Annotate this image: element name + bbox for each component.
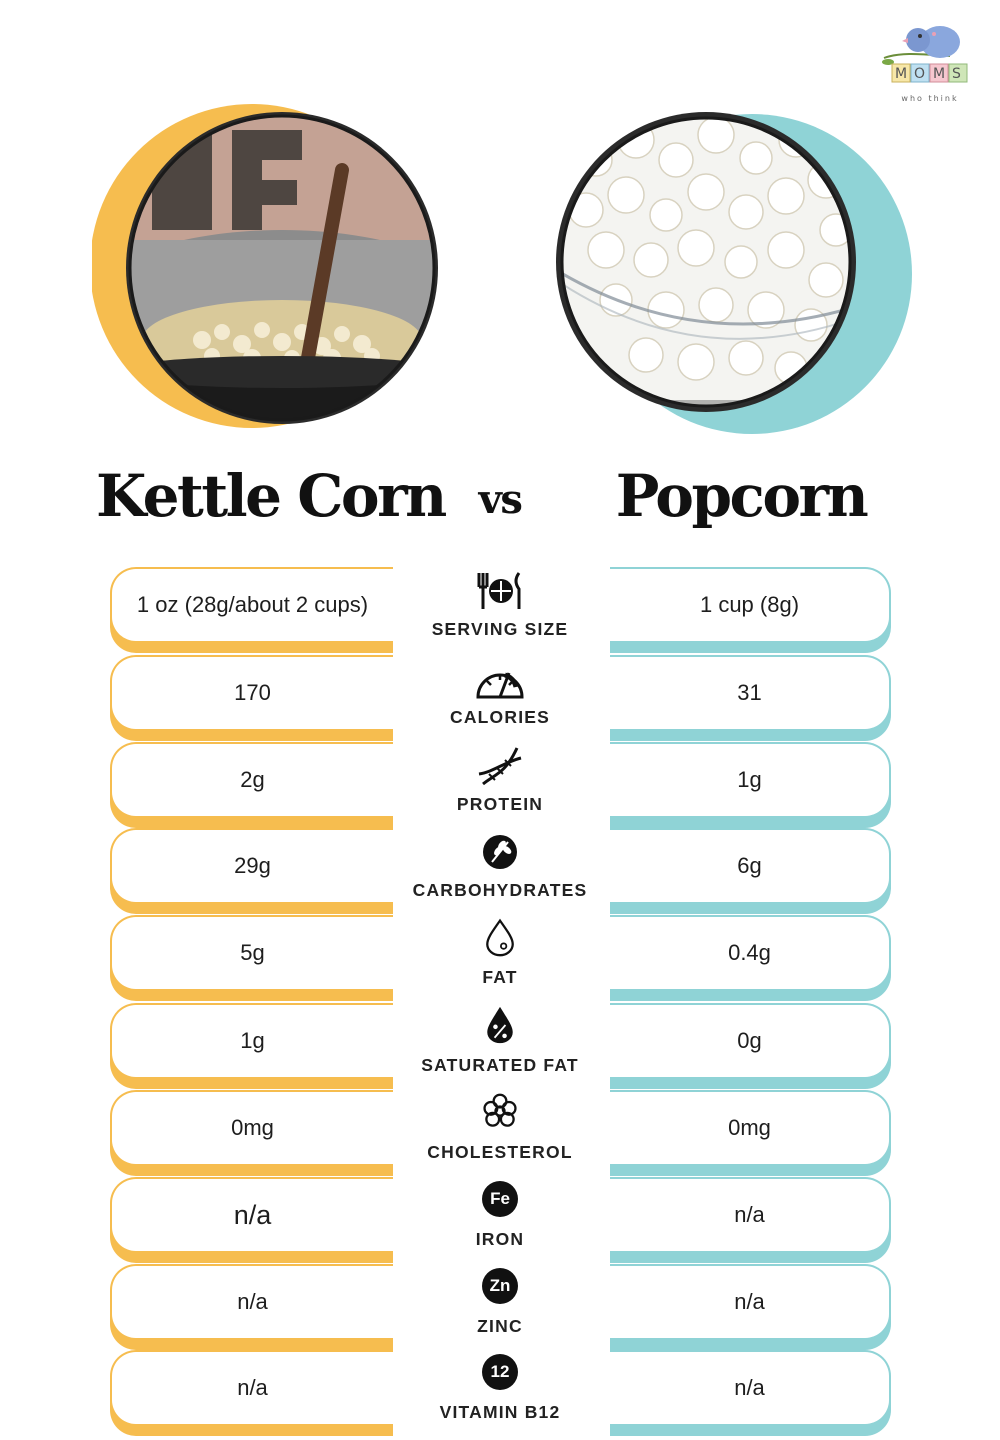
nutrient-label-group: Fe IRON xyxy=(400,1177,600,1259)
molecule-icon xyxy=(483,1093,517,1127)
nutrient-label-group: 12 VITAMIN B12 xyxy=(400,1350,600,1432)
moms-who-think-logo: M O M S who think xyxy=(880,14,980,106)
gauge-icon xyxy=(476,672,524,699)
wheat-icon xyxy=(483,835,517,869)
kettle-calories: 170 xyxy=(234,680,271,705)
nutrient-label: FAT xyxy=(482,967,518,987)
nutrient-row-saturated-fat: 1g SATURATED FAT 0g xyxy=(0,1003,1000,1085)
kettle-value-cell: 1 oz (28g/about 2 cups) xyxy=(110,567,393,643)
kettle-value-cell: n/a xyxy=(110,1264,393,1340)
nutrient-label-group: PROTEIN xyxy=(400,742,600,824)
popcorn-zinc: n/a xyxy=(734,1289,765,1314)
kettle-value-cell: 29g xyxy=(110,828,393,904)
percent-drop-icon xyxy=(487,1006,513,1044)
popcorn-iron: n/a xyxy=(734,1202,765,1227)
iron-badge-icon: Fe xyxy=(482,1181,518,1217)
nutrient-label-group: CARBOHYDRATES xyxy=(400,828,600,910)
nutrient-label-group: CHOLESTEROL xyxy=(400,1090,600,1172)
kettle-cholesterol: 0mg xyxy=(231,1115,274,1140)
kettle-serving-size: 1 oz (28g/about 2 cups) xyxy=(136,592,369,617)
popcorn-photo xyxy=(556,112,912,434)
kettle-zinc: n/a xyxy=(237,1289,268,1314)
kettle-vitamin-b12: n/a xyxy=(237,1375,268,1400)
logo-block-text: S xyxy=(952,66,961,82)
zinc-badge-icon: Zn xyxy=(482,1268,518,1304)
nutrient-label: SERVING SIZE xyxy=(431,619,569,639)
popcorn-title: Popcorn xyxy=(615,462,869,530)
drop-icon xyxy=(486,918,514,957)
popcorn-value-cell: 0mg xyxy=(610,1090,891,1166)
kettle-value-cell: 1g xyxy=(110,1003,393,1079)
kettle-carbohydrates: 29g xyxy=(234,853,271,878)
kettle-value-cell: 2g xyxy=(110,742,393,818)
nutrient-row-protein: 2g PROTEIN 1g xyxy=(0,742,1000,824)
nutrient-row-zinc: n/a Zn ZINC n/a xyxy=(0,1264,1000,1346)
popcorn-value-cell: 0g xyxy=(610,1003,891,1079)
nutrient-row-serving-size: 1 oz (28g/about 2 cups) SERVING SIZE 1 c… xyxy=(0,567,1000,649)
nutrient-label: CALORIES xyxy=(449,707,551,727)
popcorn-value-cell: n/a xyxy=(610,1350,891,1426)
nutrient-label-group: Zn ZINC xyxy=(400,1264,600,1346)
logo-block-text: M xyxy=(933,66,945,82)
nutrient-row-carbohydrates: 29g CARBOHYDRATES 6g xyxy=(0,828,1000,910)
vs-label: vs xyxy=(478,476,523,523)
kettle-value-cell: n/a xyxy=(110,1350,393,1426)
dna-icon xyxy=(478,747,522,786)
nutrient-label-group: CALORIES xyxy=(400,655,600,737)
popcorn-vitamin-b12: n/a xyxy=(734,1375,765,1400)
nutrient-row-vitamin-b12: n/a 12 VITAMIN B12 n/a xyxy=(0,1350,1000,1432)
nutrient-label-group: SATURATED FAT xyxy=(400,1003,600,1085)
nutrient-row-iron: n/a Fe IRON n/a xyxy=(0,1177,1000,1259)
nutrient-label: VITAMIN B12 xyxy=(439,1402,561,1422)
popcorn-value-cell: 6g xyxy=(610,828,891,904)
utensils-plate-icon xyxy=(477,572,521,609)
nutrient-row-calories: 170 CALORIES 31 xyxy=(0,655,1000,737)
kettle-value-cell: 170 xyxy=(110,655,393,731)
popcorn-value-cell: 1 cup (8g) xyxy=(610,567,891,643)
nutrient-label: ZINC xyxy=(477,1316,523,1336)
kettle-corn-title: Kettle Corn xyxy=(96,462,447,530)
popcorn-fat: 0.4g xyxy=(728,940,771,965)
logo-tagline: who think xyxy=(901,94,959,103)
nutrient-label: CARBOHYDRATES xyxy=(412,880,588,900)
popcorn-value-cell: n/a xyxy=(610,1264,891,1340)
kettle-value-cell: 5g xyxy=(110,915,393,991)
popcorn-cholesterol: 0mg xyxy=(728,1115,771,1140)
popcorn-calories: 31 xyxy=(737,680,762,705)
nutrient-row-cholesterol: 0mg CHOLESTEROL 0mg xyxy=(0,1090,1000,1172)
kettle-corn-photo xyxy=(92,104,438,428)
popcorn-value-cell: 0.4g xyxy=(610,915,891,991)
nutrient-label: SATURATED FAT xyxy=(421,1055,579,1075)
bird-logo-icon: M O M S xyxy=(882,26,968,83)
kettle-saturated-fat: 1g xyxy=(240,1028,265,1053)
nutrient-row-fat: 5g FAT 0.4g xyxy=(0,915,1000,997)
kettle-fat: 5g xyxy=(240,940,265,965)
kettle-value-cell: n/a xyxy=(110,1177,393,1253)
popcorn-value-cell: n/a xyxy=(610,1177,891,1253)
popcorn-saturated-fat: 0g xyxy=(737,1028,762,1053)
kettle-iron: n/a xyxy=(233,1199,272,1230)
popcorn-carbohydrates: 6g xyxy=(737,853,762,878)
nutrient-label: PROTEIN xyxy=(456,794,544,814)
nutrient-label: IRON xyxy=(475,1229,525,1249)
popcorn-value-cell: 31 xyxy=(610,655,891,731)
logo-block-text: M xyxy=(895,66,907,82)
nutrient-label: CHOLESTEROL xyxy=(427,1142,573,1162)
popcorn-serving-size: 1 cup (8g) xyxy=(699,592,800,617)
kettle-protein: 2g xyxy=(240,767,265,792)
logo-block-text: O xyxy=(914,66,925,82)
b12-badge-icon: 12 xyxy=(482,1354,518,1390)
nutrient-label-group: FAT xyxy=(400,915,600,997)
popcorn-protein: 1g xyxy=(737,767,762,792)
kettle-value-cell: 0mg xyxy=(110,1090,393,1166)
popcorn-value-cell: 1g xyxy=(610,742,891,818)
nutrient-label-group: SERVING SIZE xyxy=(400,567,600,649)
